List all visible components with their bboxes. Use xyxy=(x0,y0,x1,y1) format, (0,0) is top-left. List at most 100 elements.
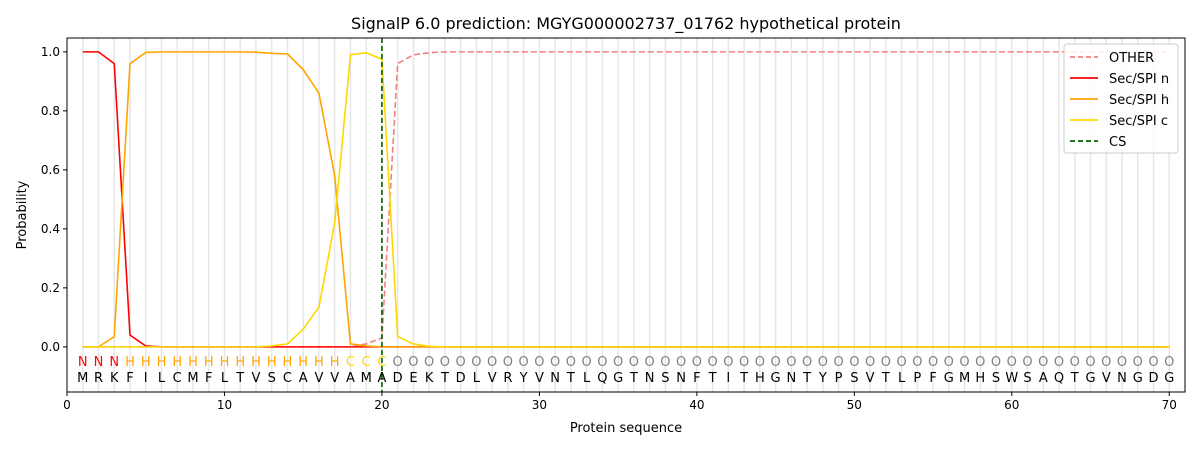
residue-label: T xyxy=(802,371,811,386)
residue-label: N xyxy=(676,371,686,386)
region-label: O xyxy=(660,355,670,370)
residue-label: I xyxy=(144,371,148,386)
region-label: O xyxy=(1007,355,1017,370)
region-label: H xyxy=(220,355,230,370)
legend-label: Sec/SPI c xyxy=(1109,114,1168,129)
region-label: O xyxy=(975,355,985,370)
residue-label: T xyxy=(739,371,748,386)
region-label: O xyxy=(629,355,639,370)
legend-box xyxy=(1063,43,1179,154)
region-label: H xyxy=(283,355,293,370)
residue-label: Q xyxy=(597,371,607,386)
x-tick-label: 30 xyxy=(532,398,547,412)
plot-frame xyxy=(66,37,1186,393)
region-label: H xyxy=(141,355,151,370)
region-label: H xyxy=(314,355,324,370)
residue-label: K xyxy=(110,371,119,386)
residue-label: A xyxy=(377,371,386,386)
region-label: H xyxy=(172,355,182,370)
residue-label: S xyxy=(850,371,858,386)
region-label: O xyxy=(833,355,843,370)
region-label: C xyxy=(377,355,386,370)
region-label: O xyxy=(1054,355,1064,370)
residue-label: P xyxy=(913,371,921,386)
residue-label: W xyxy=(1005,371,1018,386)
residue-label: V xyxy=(1102,371,1111,386)
region-label: O xyxy=(597,355,607,370)
residue-label: A xyxy=(346,371,355,386)
residue-label: S xyxy=(268,371,276,386)
residue-label: T xyxy=(440,371,449,386)
residue-label: F xyxy=(126,371,133,386)
residue-label: N xyxy=(645,371,655,386)
region-label: O xyxy=(471,355,481,370)
region-label: O xyxy=(1148,355,1158,370)
region-label: H xyxy=(125,355,135,370)
x-axis-label: Protein sequence xyxy=(570,421,682,436)
x-tick-label: 0 xyxy=(63,398,71,412)
residue-label: P xyxy=(835,371,843,386)
region-label: C xyxy=(362,355,371,370)
region-label: H xyxy=(298,355,308,370)
residue-label: T xyxy=(1070,371,1079,386)
residue-label: N xyxy=(550,371,560,386)
residue-label: D xyxy=(1148,371,1158,386)
residue-label: L xyxy=(473,371,481,386)
residue-label: M xyxy=(959,371,970,386)
region-label: O xyxy=(1101,355,1111,370)
region-label: O xyxy=(959,355,969,370)
residue-label: G xyxy=(944,371,954,386)
region-label: H xyxy=(188,355,198,370)
region-label: O xyxy=(456,355,466,370)
region-label: O xyxy=(1022,355,1032,370)
region-label: O xyxy=(408,355,418,370)
residue-label: I xyxy=(726,371,730,386)
residue-label: V xyxy=(252,371,261,386)
residue-label: H xyxy=(755,371,765,386)
residue-label: A xyxy=(299,371,308,386)
region-label: O xyxy=(613,355,623,370)
region-label: O xyxy=(582,355,592,370)
region-label: O xyxy=(1164,355,1174,370)
region-label: O xyxy=(1038,355,1048,370)
region-label: H xyxy=(267,355,277,370)
residue-label: T xyxy=(566,371,575,386)
region-label: O xyxy=(802,355,812,370)
residue-label: R xyxy=(94,371,103,386)
region-label: O xyxy=(645,355,655,370)
region-label: O xyxy=(723,355,733,370)
y-tick-label: 0.2 xyxy=(41,281,60,295)
region-label: O xyxy=(739,355,749,370)
residue-label: M xyxy=(187,371,198,386)
region-label: O xyxy=(896,355,906,370)
region-label: O xyxy=(393,355,403,370)
residue-label: D xyxy=(393,371,403,386)
region-label: O xyxy=(534,355,544,370)
region-label: O xyxy=(865,355,875,370)
region-label: O xyxy=(676,355,686,370)
x-tick-label: 20 xyxy=(374,398,389,412)
region-label: N xyxy=(78,355,88,370)
series-line-other xyxy=(82,51,1170,348)
x-tick-label: 60 xyxy=(1004,398,1019,412)
region-label: O xyxy=(1117,355,1127,370)
region-label: O xyxy=(1070,355,1080,370)
residue-label: L xyxy=(221,371,229,386)
region-label: O xyxy=(487,355,497,370)
residue-label: M xyxy=(361,371,372,386)
residue-label: V xyxy=(488,371,497,386)
residue-label: S xyxy=(992,371,1000,386)
residue-label: C xyxy=(173,371,182,386)
series-line-sec-spi-c xyxy=(82,51,1170,348)
residue-label: N xyxy=(1117,371,1127,386)
x-tick-label: 40 xyxy=(689,398,704,412)
x-tick-label: 50 xyxy=(847,398,862,412)
region-label: H xyxy=(204,355,214,370)
region-label: O xyxy=(1085,355,1095,370)
legend-label: Sec/SPI h xyxy=(1109,93,1169,108)
residue-label: Y xyxy=(519,371,528,386)
region-label: O xyxy=(818,355,828,370)
region-label: H xyxy=(157,355,167,370)
